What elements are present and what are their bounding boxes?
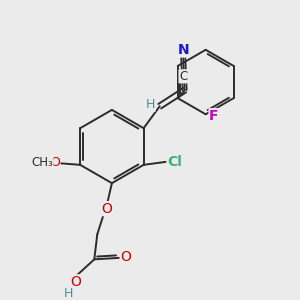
Text: Cl: Cl	[167, 155, 182, 169]
Text: O: O	[50, 156, 60, 169]
Text: N: N	[177, 43, 189, 57]
Text: O: O	[101, 202, 112, 216]
Text: H: H	[63, 287, 73, 300]
Text: O: O	[120, 250, 131, 264]
Text: O: O	[71, 275, 82, 289]
Text: C: C	[179, 70, 187, 83]
Text: CH₃: CH₃	[31, 156, 53, 169]
Text: H: H	[146, 98, 155, 111]
Text: F: F	[209, 109, 219, 123]
